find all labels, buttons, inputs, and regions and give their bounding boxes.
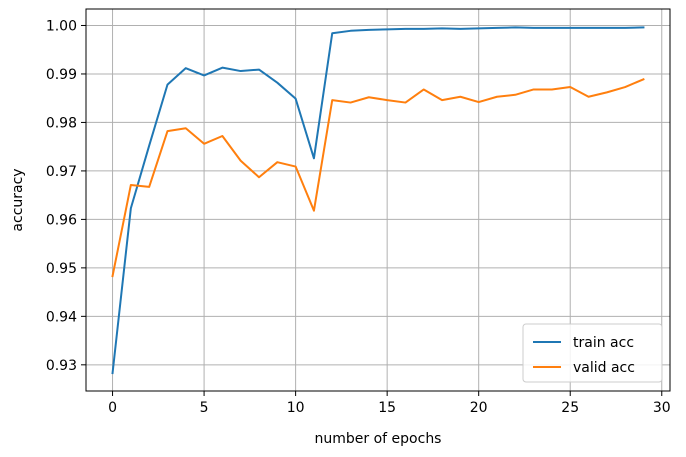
y-tick-label: 1.00 xyxy=(46,18,77,34)
x-tick-label: 5 xyxy=(200,400,209,416)
y-axis-label: accuracy xyxy=(10,168,26,231)
series-line-valid-acc xyxy=(111,77,645,278)
ticks: 0 5 10 15 20 25 30 0.93 0.94 0.95 0.96 0.97 0.98 0.99… xyxy=(46,18,671,416)
x-tick-label: 10 xyxy=(287,400,305,416)
series-lines xyxy=(111,26,645,375)
legend-label: train acc xyxy=(573,335,634,351)
y-tick-label: 0.99 xyxy=(46,67,77,83)
legend: train acc valid acc xyxy=(522,323,663,383)
series-line-train-acc xyxy=(111,26,645,375)
plot-frame xyxy=(85,8,671,392)
x-tick-label: 0 xyxy=(108,400,117,416)
x-axis-label: number of epochs xyxy=(315,431,442,447)
x-tick-label: 20 xyxy=(470,400,488,416)
y-tick-label: 0.93 xyxy=(46,358,77,374)
x-tick-label: 15 xyxy=(378,400,396,416)
legend-label: valid acc xyxy=(573,360,635,376)
x-tick-label: 25 xyxy=(561,400,579,416)
y-tick-label: 0.98 xyxy=(46,115,77,131)
y-tick-label: 0.97 xyxy=(46,164,77,180)
y-tick-label: 0.95 xyxy=(46,261,77,277)
grid xyxy=(86,9,670,391)
y-tick-label: 0.96 xyxy=(46,212,77,228)
x-tick-label: 30 xyxy=(653,400,671,416)
y-tick-label: 0.94 xyxy=(46,309,77,325)
